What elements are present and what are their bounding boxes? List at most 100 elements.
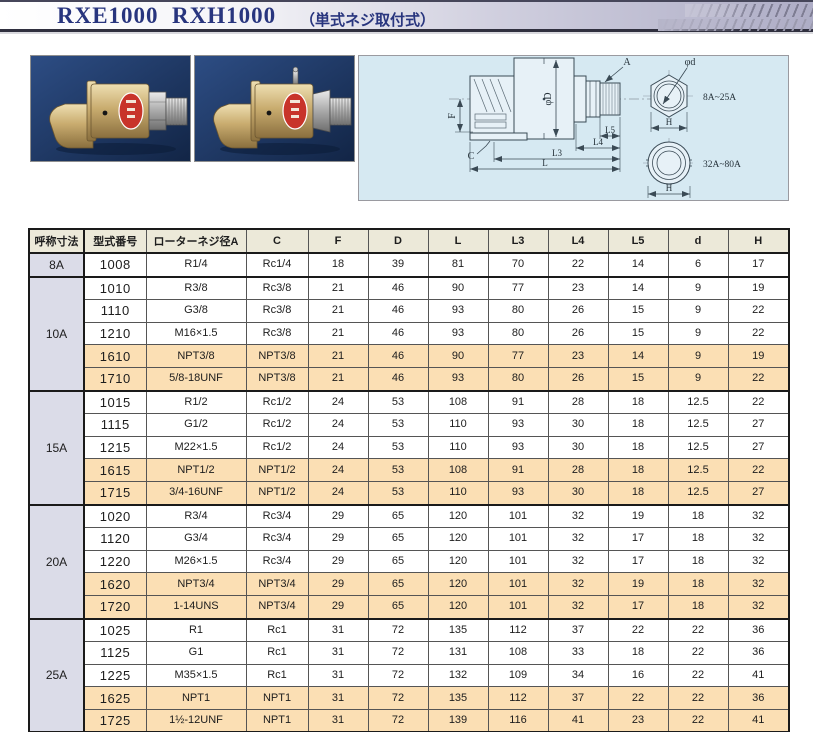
spec-value-cell: 17 [607,594,669,620]
spec-value-cell: R1/2 [145,389,247,415]
model-number-cell: 1120 [83,527,147,551]
spec-value-cell: 93 [427,321,489,346]
spec-value-cell: 32 [727,503,790,529]
spec-value-cell: M35×1.5 [145,663,247,688]
rotary-joint-photo [195,56,354,161]
spec-value-cell: 26 [547,366,609,392]
rotary-joint-photo [31,56,190,161]
spec-table: 呼称寸法 型式番号 ローターネジ径A C F D L L3 L4 L5 d H … [28,228,790,732]
spec-value-cell: 24 [307,389,369,415]
spec-value-cell: NPT1 [145,686,247,710]
spec-value-cell: 18 [607,641,669,665]
spec-value-cell: 41 [727,663,790,688]
spec-value-cell: 120 [427,594,489,620]
spec-value-cell: 108 [427,458,489,482]
spec-value-cell: Rc1/4 [245,252,309,278]
spec-value-cell: 101 [487,549,549,574]
spec-value-cell: 30 [547,435,609,460]
spec-value-cell: 19 [607,503,669,529]
spec-value-cell: 53 [367,480,429,506]
spec-value-cell: 22 [727,366,790,392]
spec-value-cell: 34 [547,663,609,688]
model-number-cell: 1220 [83,549,147,574]
spec-value-cell: 22 [667,617,729,643]
spec-value-cell: NPT1/2 [245,458,309,482]
spec-value-cell: 29 [307,549,369,574]
spec-value-cell: 53 [367,413,429,437]
spec-value-cell: NPT1 [245,686,309,710]
spec-value-cell: 31 [307,708,369,732]
dimension-diagram: A F φD C L5 L4 [358,55,789,201]
spec-value-cell: Rc1/2 [245,435,309,460]
spec-value-cell: 32 [727,594,790,620]
spec-value-cell: 120 [427,549,489,574]
spec-value-cell: 22 [607,617,669,643]
model-number-cell: 1110 [83,299,147,323]
spec-value-cell: 135 [427,686,489,710]
spec-value-cell: 1½-12UNF [145,708,247,732]
spec-value-cell: Rc3/4 [245,549,309,574]
spec-value-cell: 27 [727,435,790,460]
spec-value-cell: 72 [367,686,429,710]
spec-value-cell: 33 [547,641,609,665]
spec-value-cell: 12.5 [667,435,729,460]
spec-value-cell: 80 [487,299,549,323]
spec-value-cell: 28 [547,458,609,482]
spec-value-cell: 110 [427,435,489,460]
model-number-cell: 1620 [83,572,147,596]
spec-value-cell: NPT3/4 [245,572,309,596]
model-number-cell: 1625 [83,686,147,710]
spec-value-cell: 30 [547,413,609,437]
model-number-cell: 1215 [83,435,147,460]
spec-value-cell: 110 [427,480,489,506]
page-title: RXE1000 RXH1000 [57,3,277,28]
col-header-l: L [427,228,489,254]
size-range-round: 32A~80A [703,160,741,170]
spec-value-cell: Rc3/8 [245,275,309,301]
spec-value-cell: 53 [367,435,429,460]
spec-value-cell: Rc1 [245,663,309,688]
spec-value-cell: 93 [487,435,549,460]
col-header-d-small: d [667,228,729,254]
spec-value-cell: 23 [547,344,609,368]
spec-value-cell: 22 [667,641,729,665]
spec-value-cell: 139 [427,708,489,732]
spec-value-cell: 26 [547,299,609,323]
size-range-hex: 8A~25A [703,93,736,103]
spec-value-cell: 22 [607,686,669,710]
model-number-cell: 1020 [83,503,147,529]
spec-value-cell: 12.5 [667,389,729,415]
spec-value-cell: 29 [307,527,369,551]
spec-value-cell: 39 [367,252,429,278]
spec-value-cell: 21 [307,366,369,392]
spec-value-cell: 30 [547,480,609,506]
spec-value-cell: 77 [487,344,549,368]
spec-value-cell: 112 [487,686,549,710]
table-row: 1125 G1 Rc1 31 72 131 108 33 18 22 36 [29,641,790,665]
model-number-cell: 1715 [83,480,147,506]
spec-value-cell: 22 [547,252,609,278]
spec-value-cell: 41 [727,708,790,732]
model-number-cell: 1125 [83,641,147,665]
spec-value-cell: 12.5 [667,458,729,482]
spec-value-cell: 109 [487,663,549,688]
table-header-row: 呼称寸法 型式番号 ローターネジ径A C F D L L3 L4 L5 d H [28,228,790,254]
spec-value-cell: 21 [307,299,369,323]
table-row: 10A 1010 R3/8 Rc3/8 21 46 90 77 23 14 9 19 [28,275,790,392]
spec-value-cell: 29 [307,503,369,529]
spec-value-cell: 101 [487,503,549,529]
table-row: 15A 1015 R1/2 Rc1/2 24 53 108 91 28 18 12.5 22 [28,389,790,506]
spec-value-cell: 9 [667,321,729,346]
model-number-cell: 1025 [83,617,147,643]
spec-value-cell: 3/4-16UNF [145,480,247,506]
spec-value-cell: 21 [307,344,369,368]
spec-value-cell: 101 [487,572,549,596]
spec-value-cell: 37 [547,686,609,710]
table-row: 1210 M16×1.5 Rc3/8 21 46 93 80 26 15 9 22 [29,321,790,346]
table-row: 1620 NPT3/4 NPT3/4 29 65 120 101 32 19 18 32 [29,572,790,596]
spec-value-cell: R3/4 [145,503,247,529]
spec-value-cell: 46 [367,366,429,392]
spec-value-cell: Rc1/2 [245,413,309,437]
spec-value-cell: Rc3/8 [245,321,309,346]
table-row: 1225 M35×1.5 Rc1 31 72 132 109 34 16 22 41 [29,663,790,688]
